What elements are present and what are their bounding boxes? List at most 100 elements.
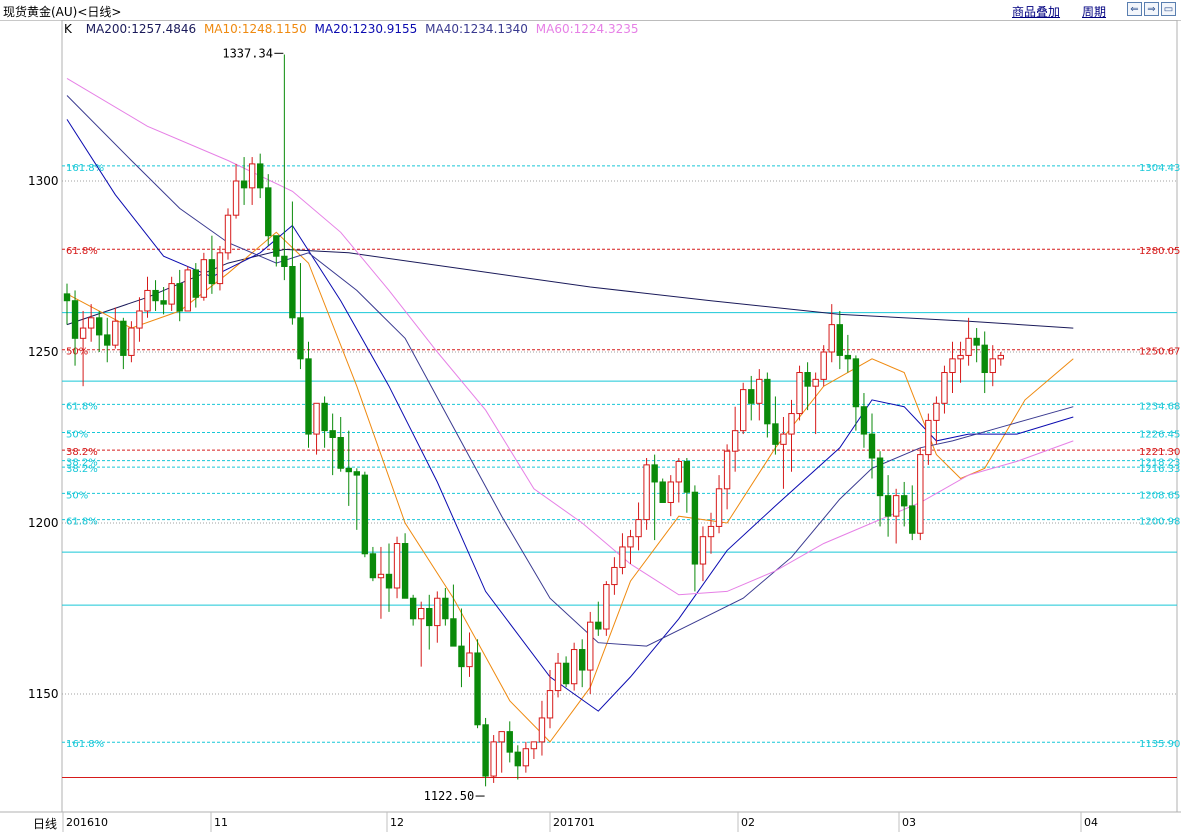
candle-body — [281, 255, 288, 268]
period-link[interactable]: 周期 — [1082, 5, 1107, 19]
candle — [152, 280, 159, 311]
candle-body — [989, 358, 996, 374]
candle — [554, 652, 562, 698]
fib-left-label: 161.8% — [66, 739, 104, 750]
candle-body — [96, 317, 103, 336]
candle — [208, 235, 216, 294]
candle-body — [418, 608, 425, 620]
candle — [192, 263, 200, 308]
candle — [522, 741, 530, 773]
candle — [418, 601, 425, 667]
candle-body — [426, 608, 433, 627]
candle-body — [764, 378, 771, 425]
candle-body — [345, 467, 352, 473]
candle — [820, 345, 827, 387]
arrow-left-icon[interactable]: ⇐ — [1127, 2, 1142, 16]
candle — [643, 458, 650, 530]
candle-body — [780, 433, 787, 445]
candle — [265, 174, 272, 246]
ma40-line — [66, 95, 1074, 647]
candle — [297, 263, 304, 370]
candle-body — [836, 324, 843, 356]
candle — [393, 536, 401, 599]
candle-body — [941, 372, 948, 404]
legend-ma10: MA10:1248.1150 — [203, 22, 307, 36]
candle — [949, 341, 956, 394]
candle-body — [546, 690, 554, 719]
candle-body — [160, 300, 167, 305]
candle-body — [490, 741, 497, 777]
y-tick-label: 1250 — [28, 345, 59, 359]
candle — [844, 334, 852, 373]
candle-body — [796, 372, 803, 415]
candle-body — [450, 618, 457, 647]
candle — [772, 396, 779, 455]
candle — [216, 245, 224, 291]
candle-body — [699, 536, 707, 565]
candle — [321, 396, 328, 448]
candle — [587, 611, 594, 694]
candle-body — [289, 266, 296, 319]
ma-legend: K MA200:1257.4846 MA10:1248.1150 MA20:12… — [64, 22, 643, 36]
candle — [715, 475, 723, 534]
candle — [248, 157, 256, 205]
candle — [925, 413, 932, 465]
candle-body — [949, 358, 956, 374]
candle — [619, 533, 626, 575]
candle — [796, 365, 803, 421]
fib-left-label: 50% — [66, 490, 88, 501]
candle-body — [184, 269, 191, 312]
window-icon[interactable]: ▭ — [1161, 2, 1176, 16]
overlay-link[interactable]: 商品叠加 — [1012, 5, 1061, 19]
candle-body — [852, 358, 860, 408]
candle-body — [868, 433, 876, 459]
candle-body — [522, 748, 530, 767]
candle-body — [136, 310, 143, 329]
candle-body — [909, 505, 916, 534]
candle-body — [401, 543, 409, 599]
candle — [651, 454, 658, 541]
candle — [917, 447, 924, 541]
fib-left-label: 61.8% — [66, 401, 98, 412]
legend-ma40: MA40:1234.1340 — [425, 22, 528, 36]
candle — [305, 341, 312, 448]
x-tick-label: 04 — [1084, 816, 1098, 829]
candle — [63, 283, 71, 325]
candle-body — [474, 652, 481, 726]
candle — [707, 512, 715, 554]
candle — [909, 485, 916, 541]
candle-body — [659, 481, 666, 503]
candle-body — [329, 430, 336, 439]
candle-body — [965, 337, 972, 356]
candle — [112, 307, 119, 349]
candle — [514, 745, 521, 780]
candle-body — [667, 481, 674, 503]
candle — [812, 372, 819, 435]
candle-body — [917, 454, 924, 534]
candle — [530, 741, 538, 759]
fib-right-label: 1208.65 — [1139, 490, 1180, 501]
candle — [892, 488, 900, 544]
candle-body — [820, 351, 827, 380]
candle — [474, 639, 481, 729]
candle — [120, 317, 127, 370]
candle — [289, 201, 296, 325]
candle — [160, 287, 167, 315]
candle — [345, 430, 352, 506]
fib-right-label: 1226.45 — [1139, 430, 1180, 441]
fib-left-label: 161.8% — [66, 163, 104, 174]
x-tick-label: 12 — [390, 816, 404, 829]
fib-right-label: 1218.23 — [1139, 458, 1180, 469]
candlestick-chart[interactable]: 1150 1200 1250 1300 161.8% 1304.43 61.8% 1280.0… — [0, 20, 1181, 834]
candle — [498, 731, 505, 773]
x-tick-label: 03 — [902, 816, 916, 829]
candle-body — [740, 389, 747, 432]
candle-body — [595, 621, 602, 630]
candle-body — [353, 471, 361, 476]
arrow-right-icon[interactable]: ⇒ — [1144, 2, 1159, 16]
candle — [353, 468, 361, 530]
candle — [683, 458, 691, 513]
candle — [128, 321, 135, 363]
candle — [176, 269, 183, 322]
candle — [659, 478, 666, 503]
